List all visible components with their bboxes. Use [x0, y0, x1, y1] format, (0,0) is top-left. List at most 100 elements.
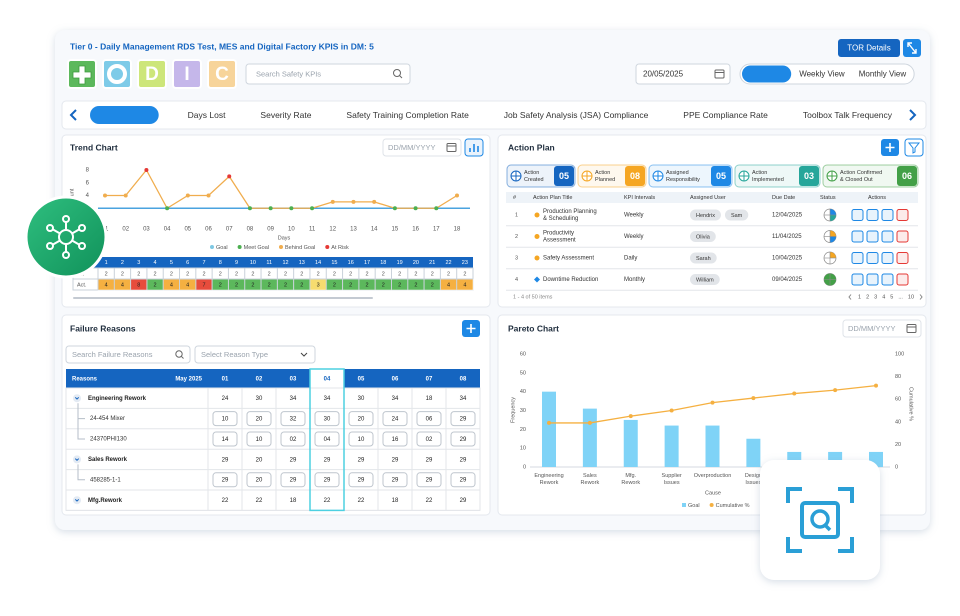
tab-next[interactable] — [909, 109, 917, 121]
goal-cell: 2 — [137, 271, 140, 277]
table-header — [66, 369, 480, 388]
panel-title: Trend Chart — [70, 142, 118, 152]
row-action[interactable] — [896, 252, 909, 264]
row-action[interactable] — [866, 273, 879, 286]
date-box[interactable] — [635, 63, 731, 85]
goal-cell: 2 — [235, 271, 238, 277]
page-prev — [848, 294, 852, 300]
row-action[interactable] — [881, 230, 894, 243]
collapse-toggle[interactable] — [73, 496, 81, 505]
collapse-toggle[interactable] — [73, 455, 81, 464]
tab-label[interactable]: Toolbox Talk Frequency — [803, 110, 893, 120]
actual-value: 2 — [154, 282, 157, 288]
kpi-icon[interactable] — [207, 59, 237, 89]
tab-label[interactable]: Days Lost — [188, 110, 226, 120]
stage-label: Action — [524, 170, 539, 176]
column-header: Assigned User — [690, 195, 726, 201]
row-action[interactable] — [851, 209, 864, 221]
day-number: 7 — [202, 260, 205, 266]
tab-label[interactable]: Job Safety Analysis (JSA) Compliance — [504, 110, 649, 120]
page-link[interactable]: 1 — [858, 294, 861, 300]
goal-cell: 2 — [414, 271, 417, 277]
panel-title: Failure Reasons — [70, 323, 136, 333]
y-axis-label: Count — [69, 188, 75, 203]
action-title: Downtime Reduction — [543, 277, 598, 283]
reason-item: 24370PHI130 — [90, 437, 127, 443]
x-tick-label: Engineering Rework — [534, 473, 563, 486]
row-action[interactable] — [881, 252, 894, 264]
cell-value: 20 — [256, 457, 263, 463]
row-action[interactable] — [896, 273, 909, 286]
row-action[interactable] — [881, 273, 894, 286]
collapse-toggle[interactable] — [73, 394, 81, 403]
stage-count-box — [554, 166, 574, 186]
y-tick-label: 50 — [520, 370, 526, 376]
tab-label[interactable]: Safety Training Completion Rate — [346, 110, 469, 120]
highlight-column — [309, 368, 345, 512]
cell-box — [348, 411, 374, 427]
trend-line — [105, 168, 458, 210]
row-action[interactable] — [896, 230, 909, 243]
x-tick-label: Overproduction — [694, 473, 732, 479]
goal-cell: 2 — [154, 271, 157, 277]
cell-value: 29 — [290, 478, 297, 484]
day-number: 15 — [331, 260, 337, 266]
date-box[interactable] — [842, 319, 922, 338]
cell-value: 24 — [222, 396, 229, 402]
tor-button[interactable] — [838, 39, 900, 57]
trend-point — [247, 206, 252, 211]
row-action[interactable] — [866, 209, 879, 221]
kpi-icon[interactable] — [137, 59, 167, 89]
view-option[interactable]: Monthly View — [859, 70, 907, 79]
cell-box — [212, 472, 238, 488]
column-header: 05 — [358, 377, 365, 383]
date-value: 20/05/2025 — [643, 70, 684, 79]
row-action[interactable] — [866, 252, 879, 264]
page-link[interactable]: 10 — [908, 294, 914, 300]
row-action[interactable] — [851, 230, 864, 243]
filter-button[interactable] — [904, 138, 924, 157]
kpi-interval: Daily — [624, 256, 637, 262]
row-action[interactable] — [881, 209, 894, 221]
trend-point — [351, 199, 356, 204]
tab-prev[interactable] — [69, 109, 77, 121]
kpi-icon[interactable] — [172, 59, 202, 89]
x-tick-label: 06 — [205, 227, 212, 233]
select-box[interactable] — [194, 345, 316, 364]
due-date: 12/04/2025 — [772, 213, 803, 219]
page-link[interactable]: 2 — [866, 294, 869, 300]
user-name: Olivia — [696, 234, 711, 240]
row-action[interactable] — [866, 230, 879, 243]
x-tick-label: 16 — [412, 227, 419, 233]
cumulative-point — [874, 383, 878, 388]
goal-cell: 2 — [300, 271, 303, 277]
search-box[interactable] — [65, 345, 191, 364]
row-number: 2 — [515, 234, 518, 240]
view-option[interactable]: Weekly View — [799, 70, 845, 79]
column-header: Reasons — [72, 377, 98, 383]
page-link[interactable]: 5 — [890, 294, 893, 300]
status-quarter — [830, 273, 836, 280]
tab-label[interactable]: Severity Rate — [260, 110, 311, 120]
legend-label: Goal — [688, 503, 700, 509]
x-axis-label: Cause — [705, 490, 721, 496]
date-box[interactable] — [382, 138, 462, 157]
collapse-chevron — [74, 397, 80, 400]
page-link[interactable]: ... — [898, 294, 903, 300]
y2-axis-label: Cumulative % — [908, 387, 914, 421]
row-action[interactable] — [851, 273, 864, 286]
actual-value: 8 — [137, 282, 140, 288]
date-placeholder: DD/MM/YYYY — [848, 324, 896, 333]
page-link[interactable]: 3 — [874, 294, 877, 300]
due-date: 11/04/2025 — [772, 234, 802, 240]
green-badge — [24, 195, 108, 279]
bar — [623, 419, 638, 467]
row-action[interactable] — [851, 252, 864, 264]
page-link[interactable]: 4 — [882, 294, 885, 300]
tab-active — [90, 106, 159, 124]
search-box[interactable] — [245, 63, 411, 85]
row-action[interactable] — [896, 209, 909, 221]
actual-value: 4 — [186, 282, 189, 288]
tab-label[interactable]: PPE Compliance Rate — [683, 110, 768, 120]
stage-label: & Closed Out — [840, 177, 873, 183]
